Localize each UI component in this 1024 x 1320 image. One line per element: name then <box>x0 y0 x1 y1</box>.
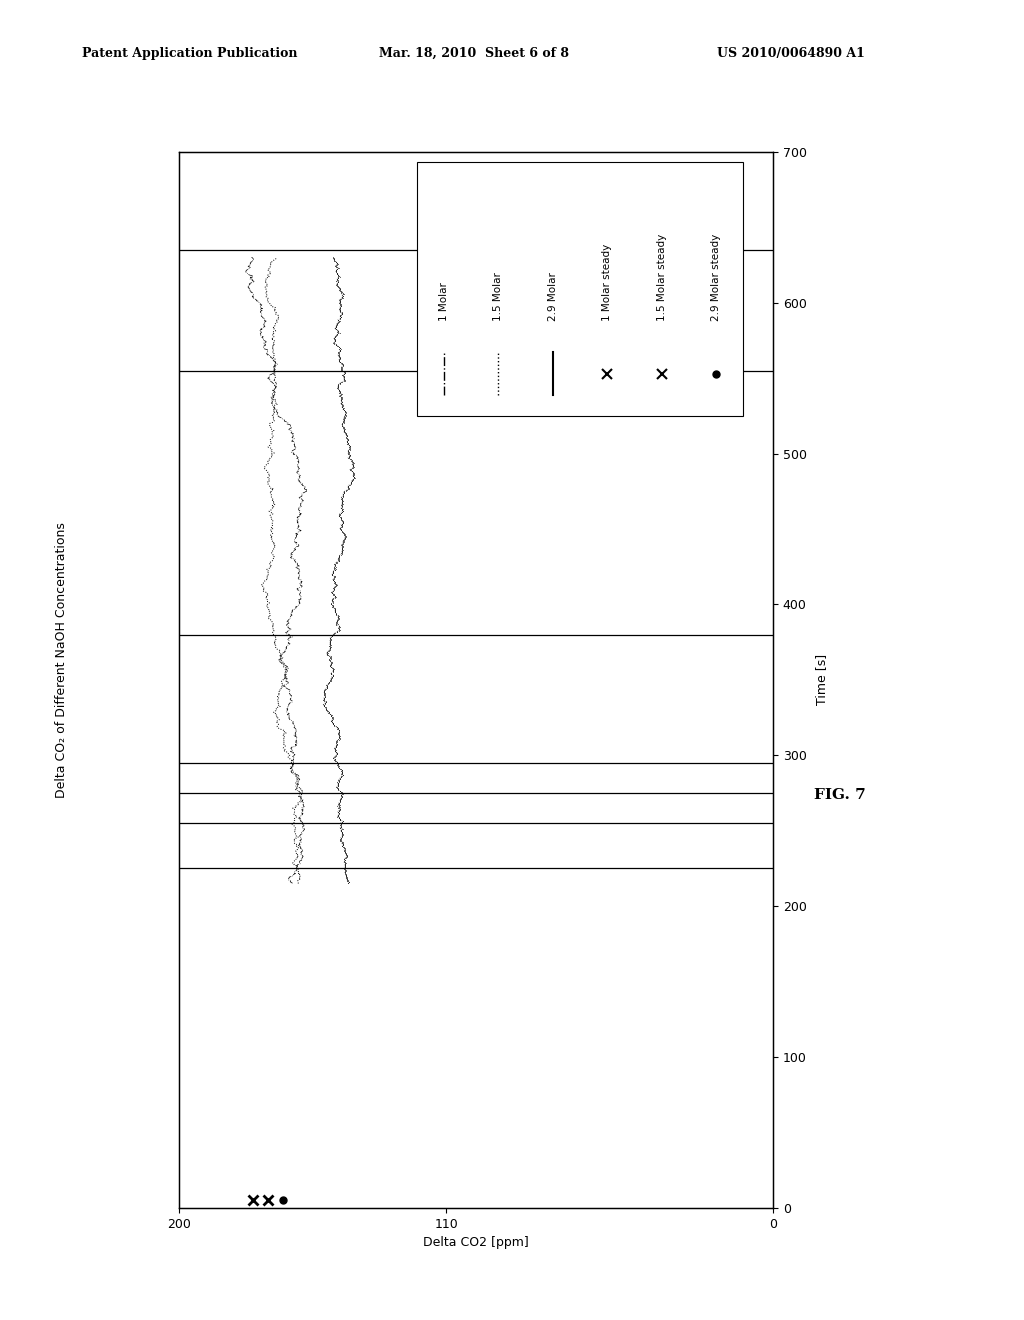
Text: US 2010/0064890 A1: US 2010/0064890 A1 <box>717 46 864 59</box>
Text: Mar. 18, 2010  Sheet 6 of 8: Mar. 18, 2010 Sheet 6 of 8 <box>379 46 569 59</box>
Text: Delta CO₂ of Different NaOH Concentrations: Delta CO₂ of Different NaOH Concentratio… <box>55 523 68 797</box>
Text: 2.9 Molar steady: 2.9 Molar steady <box>712 234 721 321</box>
Bar <box>417 162 743 416</box>
Text: FIG. 7: FIG. 7 <box>814 788 866 801</box>
Text: 1.5 Molar: 1.5 Molar <box>494 272 504 321</box>
X-axis label: Delta CO2 [ppm]: Delta CO2 [ppm] <box>423 1236 529 1249</box>
Y-axis label: Time [s]: Time [s] <box>815 655 828 705</box>
Text: 1.5 Molar steady: 1.5 Molar steady <box>656 234 667 321</box>
Text: Patent Application Publication: Patent Application Publication <box>82 46 297 59</box>
Text: 2.9 Molar: 2.9 Molar <box>548 272 558 321</box>
Text: 1 Molar steady: 1 Molar steady <box>602 243 612 321</box>
Text: 1 Molar: 1 Molar <box>439 282 449 321</box>
